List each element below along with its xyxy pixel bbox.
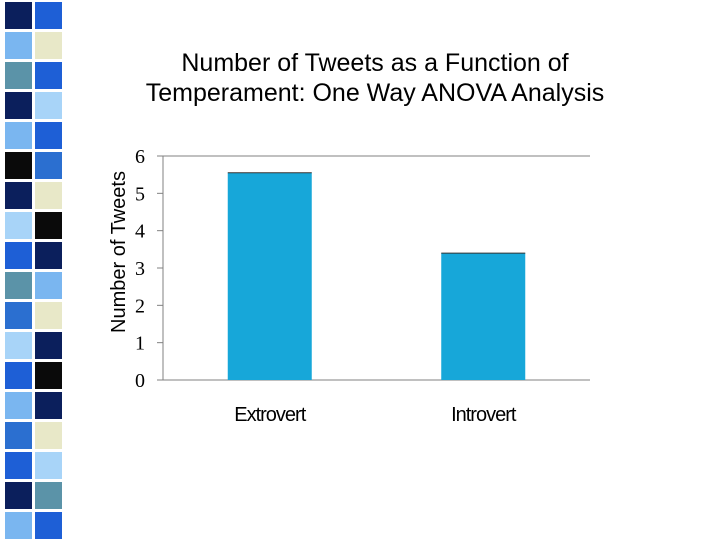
- strip-square: [35, 392, 62, 419]
- bar: [227, 172, 312, 380]
- strip-square: [5, 302, 32, 329]
- strip-square: [5, 182, 32, 209]
- strip-square: [5, 362, 32, 389]
- strip-square: [35, 452, 62, 479]
- title-line-2: Temperament: One Way ANOVA Analysis: [145, 79, 605, 107]
- strip-square: [5, 392, 32, 419]
- strip-square: [35, 512, 62, 539]
- strip-square: [35, 272, 62, 299]
- y-tick-label: 4: [135, 221, 145, 243]
- strip-square: [35, 212, 62, 239]
- strip-square: [5, 212, 32, 239]
- strip-square: [5, 422, 32, 449]
- strip-square: [5, 32, 32, 59]
- strip-square: [35, 422, 62, 449]
- decorative-side-strip: [0, 0, 66, 540]
- y-tick-label: 1: [135, 333, 145, 355]
- y-tick-label: 3: [135, 258, 145, 280]
- strip-square: [5, 62, 32, 89]
- x-category-label: Extrovert: [234, 404, 306, 426]
- strip-square: [5, 482, 32, 509]
- strip-square: [35, 2, 62, 29]
- strip-square: [5, 272, 32, 299]
- y-tick-labels: 0 1 2 3 4 5 6: [135, 146, 145, 392]
- strip-square: [35, 92, 62, 119]
- strip-square: [5, 92, 32, 119]
- strip-square: [35, 62, 62, 89]
- strip-square: [35, 302, 62, 329]
- strip-square: [35, 242, 62, 269]
- strip-square: [5, 122, 32, 149]
- strip-square: [5, 242, 32, 269]
- slide-title: Number of Tweets as a Function of Temper…: [95, 48, 655, 108]
- strip-square: [35, 362, 62, 389]
- strip-square: [5, 512, 32, 539]
- strip-square: [35, 482, 62, 509]
- y-tick-label: 5: [135, 183, 145, 205]
- strip-square: [35, 182, 62, 209]
- title-line-1: Number of Tweets as a Function of: [181, 49, 569, 77]
- strip-square: [5, 452, 32, 479]
- strip-square: [35, 332, 62, 359]
- y-tick-label: 0: [135, 370, 145, 392]
- chart-bars: [227, 172, 526, 380]
- strip-square: [5, 152, 32, 179]
- strip-square: [5, 2, 32, 29]
- strip-square: [5, 332, 32, 359]
- bar: [441, 253, 526, 380]
- y-axis-title: Number of Tweets: [108, 171, 130, 333]
- strip-square: [35, 32, 62, 59]
- y-tick-label: 6: [135, 146, 145, 168]
- strip-square: [35, 122, 62, 149]
- x-category-labels: Extrovert Introvert: [234, 404, 518, 426]
- y-tick-label: 2: [135, 295, 145, 317]
- strip-square: [35, 152, 62, 179]
- x-category-label: Introvert: [451, 404, 517, 426]
